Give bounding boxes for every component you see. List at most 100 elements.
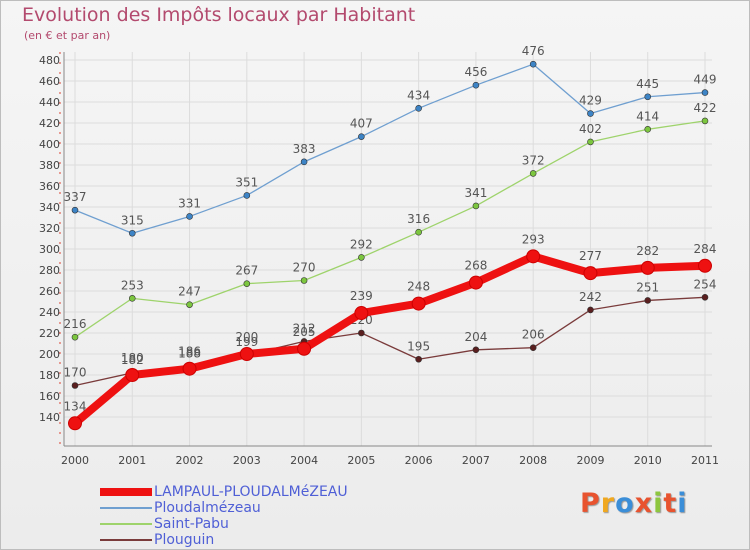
- legend-label-lampaul: LAMPAUL-PLOUDALMéZEAU: [154, 484, 348, 500]
- chart-title: Evolution des Impôts locaux par Habitant: [22, 4, 416, 26]
- data-label: 337: [64, 190, 87, 204]
- chart-subtitle: (en € et par an): [24, 29, 111, 42]
- legend-label-plouguin: Plouguin: [154, 532, 215, 548]
- x-tick-label: 2010: [634, 454, 662, 467]
- data-point: [587, 138, 594, 146]
- data-point: [239, 347, 254, 361]
- data-label: 134: [64, 399, 87, 413]
- data-label: 429: [579, 94, 602, 108]
- data-point: [529, 60, 537, 68]
- data-point: [701, 293, 709, 301]
- x-tick-label: 2005: [347, 454, 375, 467]
- y-tick-label: 180: [39, 369, 60, 382]
- data-label: 248: [407, 280, 430, 294]
- data-label: 277: [579, 249, 602, 263]
- legend-swatch-lampaul: [100, 488, 152, 496]
- y-tick-label: 480: [39, 54, 60, 67]
- y-tick-label: 460: [39, 75, 60, 88]
- data-point: [300, 158, 308, 166]
- data-point: [701, 89, 709, 96]
- data-point: [354, 306, 369, 321]
- data-label: 270: [293, 261, 316, 275]
- data-point: [644, 297, 652, 304]
- y-tick-label: 400: [39, 138, 60, 151]
- series-line: [71, 252, 709, 428]
- y-tick-label: 340: [39, 201, 60, 214]
- data-point: [472, 202, 480, 210]
- data-label: 205: [293, 325, 316, 339]
- x-tick-label: 2001: [118, 454, 146, 467]
- data-point: [644, 126, 652, 133]
- data-label: 212: [293, 321, 316, 335]
- data-label: 407: [350, 117, 373, 131]
- data-point: [701, 117, 709, 125]
- data-label: 402: [579, 122, 602, 136]
- data-label: 434: [407, 88, 430, 102]
- data-label: 200: [235, 330, 258, 344]
- y-tick-label: 220: [39, 327, 60, 340]
- data-point: [71, 206, 79, 214]
- data-label: 315: [121, 213, 144, 227]
- y-tick-label: 380: [39, 159, 60, 172]
- y-tick-label: 240: [39, 306, 60, 319]
- data-label: 351: [235, 175, 258, 189]
- logo-letter: r: [600, 488, 616, 519]
- logo-letter: i: [653, 488, 664, 519]
- data-point: [358, 254, 365, 261]
- data-point: [411, 296, 426, 311]
- data-point: [186, 301, 193, 308]
- data-label: 449: [694, 73, 717, 87]
- data-label: 247: [178, 285, 201, 299]
- data-point: [71, 382, 79, 389]
- data-point: [68, 416, 82, 431]
- y-tick-label: 260: [39, 285, 60, 298]
- data-label: 182: [121, 353, 144, 367]
- data-label: 195: [407, 339, 430, 353]
- data-label: 476: [522, 44, 545, 58]
- y-tick-label: 360: [39, 180, 60, 193]
- data-label: 331: [178, 196, 201, 210]
- data-point: [415, 355, 422, 363]
- logo-letter: x: [634, 488, 654, 519]
- data-point: [243, 192, 251, 199]
- x-tick-label: 2004: [290, 454, 318, 467]
- data-point: [243, 280, 251, 287]
- y-tick-label: 200: [39, 348, 60, 361]
- y-tick-label: 300: [39, 243, 60, 256]
- data-point: [125, 368, 140, 382]
- data-point: [583, 266, 598, 281]
- data-point: [182, 361, 197, 376]
- data-label: 316: [407, 212, 430, 226]
- data-label: 239: [350, 289, 373, 303]
- data-point: [698, 258, 712, 273]
- data-point: [358, 133, 365, 140]
- data-point: [529, 344, 537, 352]
- data-point: [472, 346, 480, 354]
- data-point: [526, 249, 541, 264]
- data-label: 170: [64, 366, 87, 380]
- x-tick-label: 2009: [576, 454, 604, 467]
- data-point: [587, 306, 594, 314]
- x-tick-label: 2006: [405, 454, 433, 467]
- data-label: 292: [350, 237, 373, 251]
- logo-letter: t: [663, 488, 678, 519]
- x-tick-label: 2000: [61, 454, 89, 467]
- data-label: 268: [464, 259, 487, 273]
- data-label: 372: [522, 153, 545, 167]
- data-label: 188: [178, 347, 201, 361]
- data-label: 284: [694, 242, 717, 256]
- data-point: [128, 295, 136, 302]
- logo-letter: o: [615, 488, 635, 519]
- data-label: 186: [178, 345, 201, 359]
- data-label: 254: [694, 277, 717, 291]
- data-label: 293: [522, 232, 545, 246]
- data-label: 251: [636, 280, 659, 294]
- legend-swatch-plouguin: [100, 539, 152, 541]
- series-line: [74, 120, 706, 338]
- data-label: 341: [464, 186, 487, 200]
- data-label: 216: [64, 317, 87, 331]
- logo-letter: P: [580, 488, 601, 519]
- data-label: 282: [636, 244, 659, 258]
- data-point: [128, 229, 136, 237]
